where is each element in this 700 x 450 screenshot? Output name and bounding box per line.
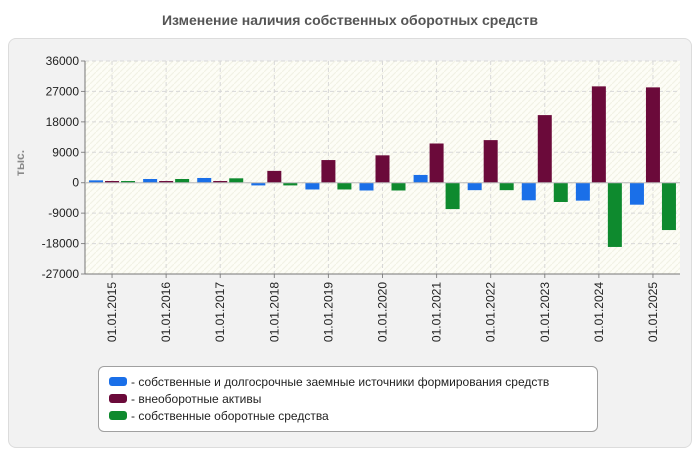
bar-series-1 — [467, 182, 482, 191]
y-tick-label: 27000 — [46, 84, 80, 98]
x-tick-label: 01.01.2018 — [267, 282, 281, 342]
bar-series-2 — [321, 160, 336, 183]
y-tick-label: -9000 — [48, 206, 79, 220]
y-axis-label: тыс. — [13, 150, 27, 176]
legend-entry-sources: - собственные и долгосрочные заемные ист… — [109, 373, 597, 390]
x-tick-label: 01.01.2016 — [159, 282, 173, 342]
bar-series-1 — [89, 180, 104, 183]
bar-series-2 — [159, 181, 174, 183]
chart-title: Изменение наличия собственных оборотных … — [161, 12, 539, 28]
bar-series-1 — [359, 182, 374, 191]
bar-series-3 — [283, 182, 298, 186]
bar-series-1 — [143, 178, 158, 183]
bar-series-3 — [337, 182, 352, 190]
legend-swatch-working-capital — [109, 411, 127, 420]
bar-series-3 — [607, 182, 622, 247]
bar-series-1 — [413, 174, 428, 183]
bar-series-3 — [661, 182, 676, 231]
legend-entry-working-capital: - собственные оборотные средства — [109, 407, 597, 424]
bar-series-1 — [521, 182, 536, 201]
bar-series-1 — [197, 177, 212, 183]
x-tick-label: 01.01.2021 — [430, 282, 444, 342]
bar-series-1 — [629, 182, 644, 205]
y-tick-label: -27000 — [42, 267, 80, 281]
bar-series-3 — [391, 182, 406, 191]
bar-series-2 — [483, 140, 498, 183]
y-tick-label: 36000 — [46, 54, 80, 68]
y-tick-label: 18000 — [46, 115, 80, 129]
x-tick-label: 01.01.2022 — [484, 282, 498, 342]
bar-series-2 — [267, 170, 282, 183]
legend-entry-noncurrent-assets: - внеоборотные активы — [109, 390, 597, 407]
x-tick-label: 01.01.2017 — [213, 282, 227, 342]
x-tick-label: 01.01.2019 — [321, 282, 335, 342]
bar-series-1 — [251, 182, 266, 186]
bar-series-2 — [375, 155, 390, 183]
bar-series-3 — [229, 178, 244, 183]
bar-series-1 — [305, 182, 320, 190]
legend-label-sources: - собственные и долгосрочные заемные ист… — [131, 374, 550, 389]
bar-series-3 — [553, 182, 568, 202]
legend-swatch-sources — [109, 377, 127, 386]
y-tick-label: 9000 — [52, 145, 79, 159]
legend-label-noncurrent-assets: - внеоборотные активы — [131, 391, 262, 406]
bar-series-3 — [499, 182, 514, 191]
bar-series-3 — [175, 178, 190, 183]
x-tick-label: 01.01.2015 — [105, 282, 119, 342]
bar-series-3 — [121, 181, 136, 183]
bar-series-2 — [591, 86, 606, 183]
bar-series-1 — [575, 182, 590, 201]
bar-series-2 — [537, 115, 552, 183]
bar-series-2 — [213, 181, 228, 183]
y-tick-label: -18000 — [42, 237, 80, 251]
x-tick-label: 01.01.2023 — [538, 282, 552, 342]
bar-series-2 — [105, 181, 120, 183]
x-tick-label: 01.01.2020 — [376, 282, 390, 342]
bar-series-3 — [445, 182, 460, 210]
bar-series-2 — [645, 87, 660, 183]
chart-legend: - собственные и долгосрочные заемные ист… — [98, 366, 598, 432]
x-tick-label: 01.01.2025 — [646, 282, 660, 342]
legend-swatch-noncurrent-assets — [109, 394, 127, 403]
x-tick-label: 01.01.2024 — [592, 282, 606, 342]
y-tick-label: 0 — [72, 176, 79, 190]
bar-series-2 — [429, 143, 444, 183]
legend-label-working-capital: - собственные оборотные средства — [131, 408, 329, 423]
